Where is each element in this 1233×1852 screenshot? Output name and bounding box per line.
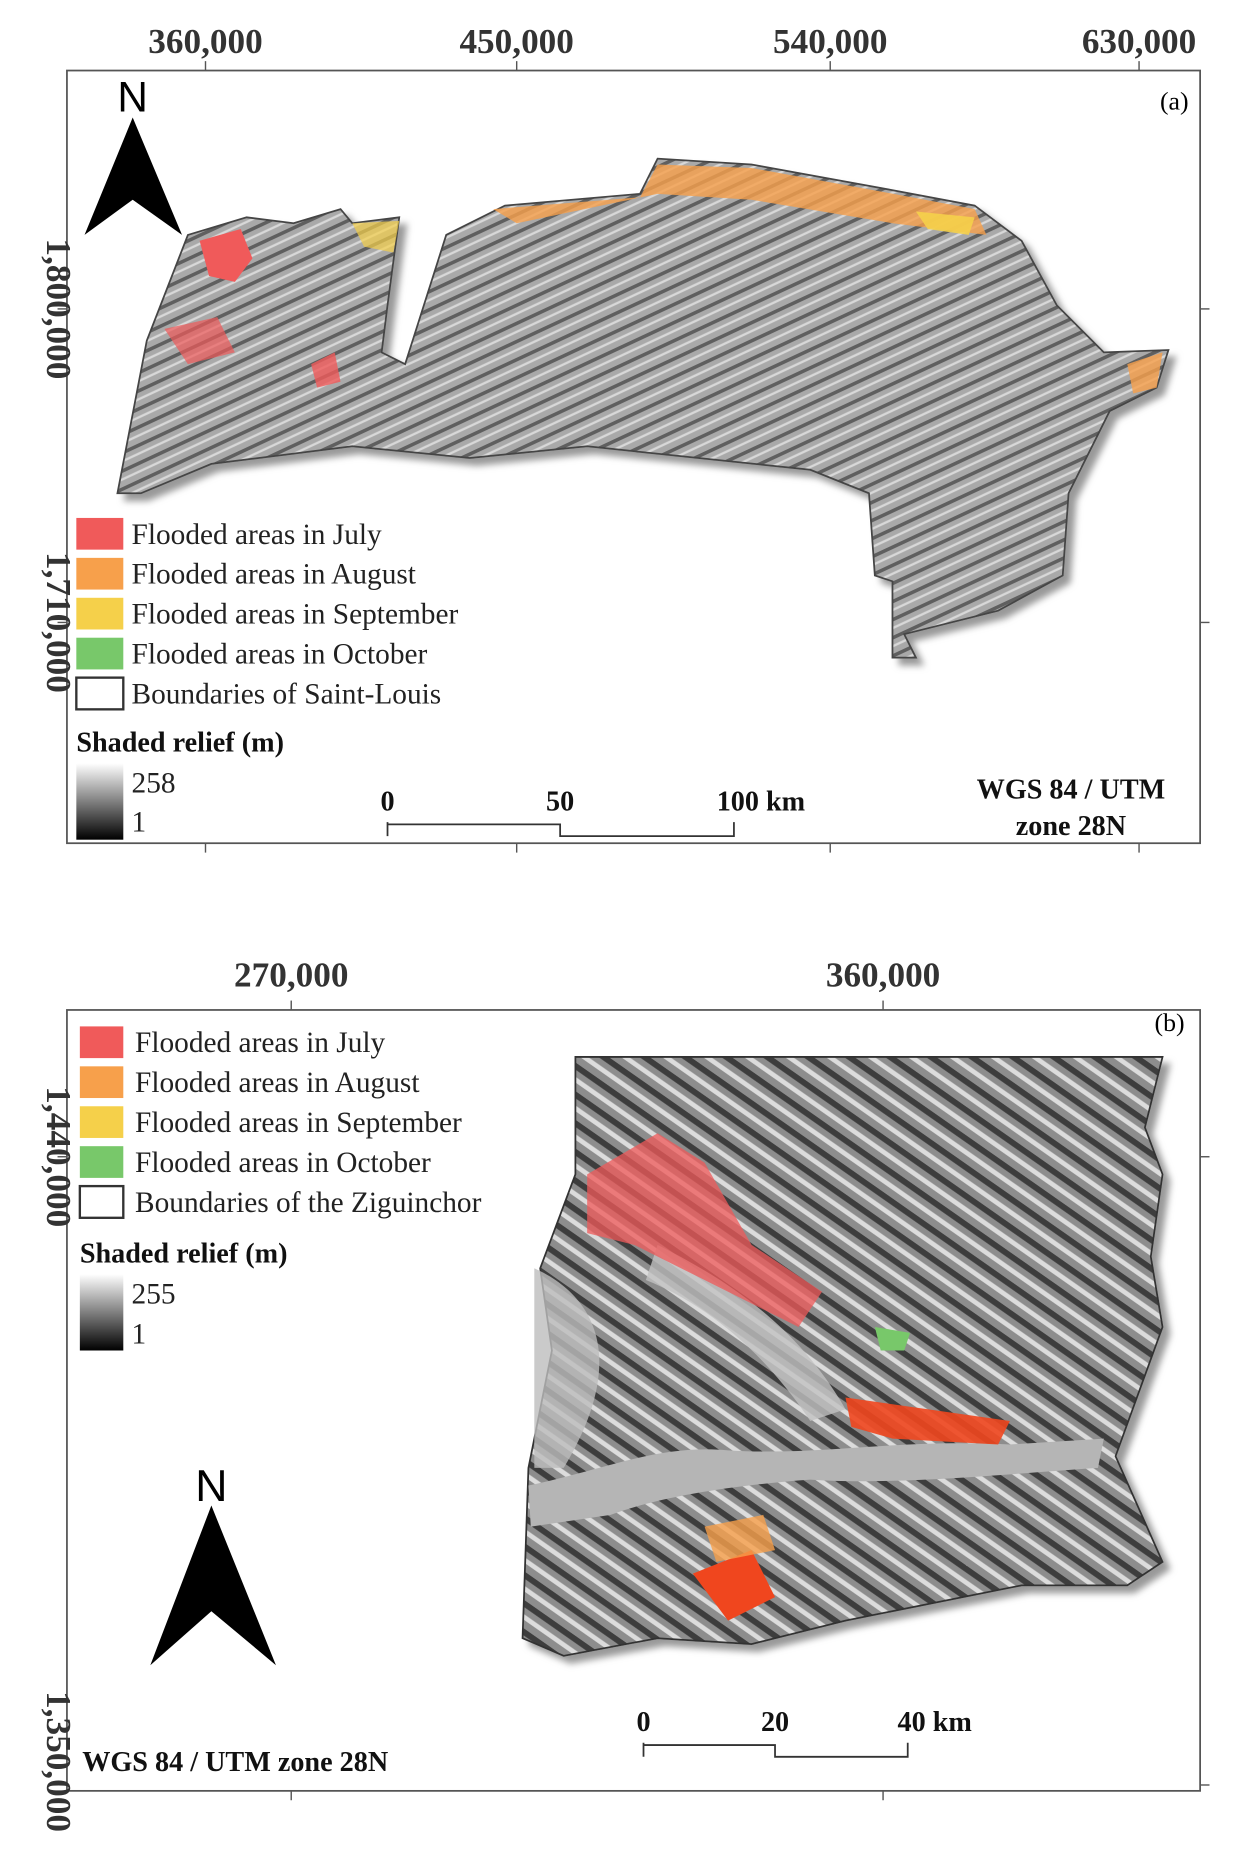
legend-label: Boundaries of Saint-Louis	[132, 678, 442, 710]
y-tick-label: 1,800,000	[39, 238, 78, 379]
frame-ticks	[57, 1000, 1210, 1801]
relief-max: 258	[132, 768, 176, 800]
map-frame	[66, 69, 1202, 845]
x-tick-label: 450,000	[459, 22, 573, 61]
y-tick-label: 1,710,000	[39, 552, 78, 693]
north-arrow: N	[150, 1462, 276, 1666]
legend-label: Flooded areas in September	[135, 1107, 462, 1139]
scale-label: 20	[761, 1707, 789, 1738]
frame-ticks	[57, 61, 1210, 853]
legend: Flooded areas in July Flooded areas in A…	[75, 517, 459, 840]
panel-label: (b)	[1155, 1008, 1185, 1037]
x-tick-label: 360,000	[148, 22, 262, 61]
legend-label: Flooded areas in September	[132, 599, 459, 631]
north-label: N	[195, 1462, 227, 1511]
legend-label: Flooded areas in August	[132, 559, 416, 591]
legend-label: Flooded areas in October	[132, 639, 428, 671]
legend: Flooded areas in July Flooded areas in A…	[78, 1026, 482, 1351]
crs-label: WGS 84 / UTM	[977, 775, 1166, 806]
legend-label: Flooded areas in August	[135, 1067, 419, 1099]
flood-patches	[164, 164, 1163, 394]
x-tick-label: 540,000	[773, 22, 887, 61]
relief-max: 255	[132, 1279, 176, 1311]
y-tick-label: 1,440,000	[39, 1086, 78, 1227]
relief-min: 1	[132, 806, 147, 838]
scale-label: 100 km	[717, 786, 805, 817]
panel-b: 270,000 360,000 1,440,000 1,350,000 (b) …	[39, 955, 1210, 1832]
y-tick-label: 1,350,000	[39, 1691, 78, 1832]
scale-label: 0	[380, 786, 394, 817]
scale-label: 0	[636, 1707, 650, 1738]
flood-patches	[587, 1133, 1010, 1621]
relief-min: 1	[132, 1318, 147, 1350]
scale-bar: 0 50 100 km	[380, 786, 805, 838]
crs-label: zone 28N	[1016, 811, 1126, 842]
legend-label: Boundaries of the Ziguinchor	[135, 1187, 482, 1219]
estuary	[528, 1244, 1104, 1527]
legend-label: Flooded areas in July	[132, 519, 383, 551]
x-tick-label: 630,000	[1082, 22, 1196, 61]
scale-bar: 0 20 40 km	[636, 1707, 972, 1758]
north-label: N	[117, 74, 148, 121]
map-frame	[66, 1009, 1202, 1792]
legend-label: Flooded areas in July	[135, 1027, 386, 1059]
x-tick-label: 360,000	[826, 955, 940, 994]
map-area	[116, 157, 1170, 659]
relief-title: Shaded relief (m)	[80, 1238, 288, 1269]
scale-label: 50	[546, 786, 574, 817]
legend-label: Flooded areas in October	[135, 1147, 431, 1179]
x-tick-label: 270,000	[234, 955, 348, 994]
north-arrow: N	[84, 74, 183, 235]
crs-label: WGS 84 / UTM zone 28N	[82, 1747, 388, 1778]
relief-title: Shaded relief (m)	[76, 728, 284, 759]
panel-a: 360,000 450,000 540,000 630,000 1,800,00…	[39, 22, 1210, 853]
panel-label: (a)	[1160, 86, 1189, 115]
map-area	[521, 1056, 1164, 1657]
scale-label: 40 km	[898, 1707, 972, 1738]
